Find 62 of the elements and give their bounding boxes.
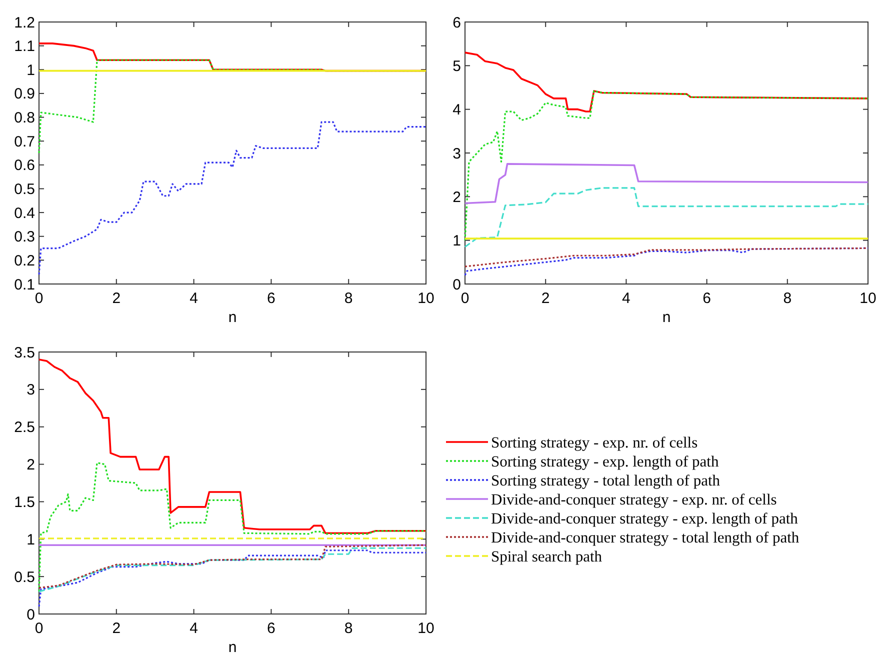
y-tick-label: 0.6 [14, 157, 35, 174]
y-tick-label: 0 [26, 606, 35, 624]
legend-label: Divide-and-conquer strategy - exp. nr. of cells [491, 491, 777, 508]
x-tick-label: 2 [112, 290, 121, 307]
x-axis-title: n [662, 309, 671, 326]
x-tick-label: 4 [190, 290, 198, 307]
x-tick-label: 4 [622, 290, 630, 307]
y-tick-label: 2 [26, 456, 35, 474]
x-tick-label: 8 [344, 620, 353, 637]
y-tick-label: 3 [26, 382, 35, 399]
legend-label: Spiral search path [491, 548, 602, 566]
y-tick-label: 0.5 [14, 568, 35, 586]
y-tick-label: 0.4 [14, 204, 35, 222]
x-tick-label: 10 [860, 290, 876, 307]
y-tick-label: 1 [26, 531, 35, 548]
x-tick-label: 6 [267, 620, 276, 637]
legend-label: Sorting strategy - total length of path [491, 472, 720, 490]
y-tick-label: 0.1 [14, 276, 35, 294]
y-tick-label: 1.1 [14, 38, 35, 56]
legend-label: Divide-and-conquer strategy - total length of path [491, 529, 800, 546]
y-tick-label: 0 [452, 276, 461, 294]
line-series [464, 90, 869, 242]
y-tick-label: 6 [452, 14, 461, 32]
legend-label: Sorting strategy - exp. nr. of cells [491, 434, 698, 452]
x-tick-label: 4 [190, 620, 198, 637]
y-tick-label: 0.7 [14, 133, 35, 150]
x-tick-label: 2 [112, 620, 121, 637]
y-tick-label: 5 [452, 58, 461, 75]
y-tick-label: 4 [452, 102, 461, 119]
x-tick-label: 10 [418, 620, 434, 637]
x-tick-label: 2 [541, 290, 550, 307]
legend-label: Sorting strategy - exp. length of path [491, 453, 719, 470]
y-tick-label: 0.5 [14, 180, 35, 198]
legend-label: Divide-and-conquer strategy - exp. length of path [491, 510, 798, 528]
line-series [464, 247, 869, 268]
y-tick-label: 2 [452, 188, 461, 206]
x-tick-label: 10 [418, 290, 434, 307]
x-tick-label: 6 [702, 290, 711, 307]
line-series [38, 550, 427, 608]
y-tick-label: 1 [26, 62, 35, 79]
x-axis-title: n [228, 309, 237, 326]
y-tick-label: 0.9 [14, 86, 35, 103]
y-tick-label: 2.5 [14, 419, 35, 436]
y-tick-label: 0.3 [14, 228, 35, 246]
line-series [38, 121, 427, 276]
y-tick-label: 3 [452, 145, 461, 162]
line-series [464, 187, 869, 248]
y-tick-label: 0.2 [14, 252, 35, 270]
y-tick-label: 3.5 [14, 344, 35, 362]
line-series [464, 163, 869, 204]
y-tick-label: 1 [452, 232, 461, 250]
x-tick-label: 6 [267, 290, 276, 307]
line-series [38, 358, 427, 534]
x-tick-label: 8 [783, 290, 792, 307]
x-tick-label: 8 [344, 290, 353, 307]
line-series [38, 462, 427, 592]
y-tick-label: 1.2 [14, 14, 35, 32]
y-tick-label: 1.5 [14, 494, 35, 511]
y-tick-label: 0.8 [14, 110, 35, 127]
line-series [464, 52, 869, 112]
line-series [464, 247, 869, 276]
x-axis-title: n [228, 639, 237, 656]
